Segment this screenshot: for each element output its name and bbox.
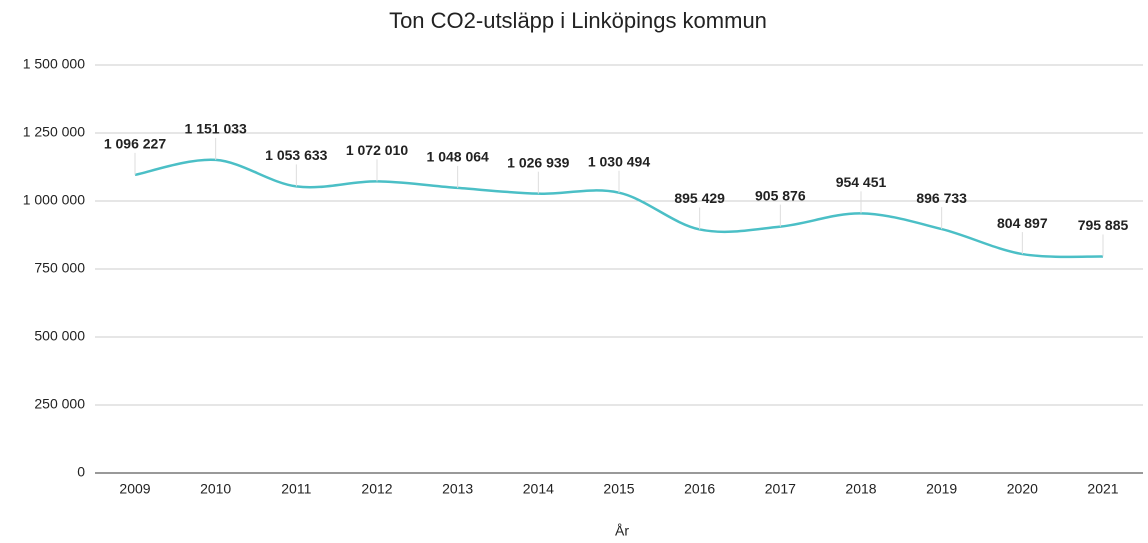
y-tick-label: 250 000 xyxy=(34,396,85,412)
data-label: 795 885 xyxy=(1078,217,1129,233)
y-tick-label: 0 xyxy=(77,464,85,480)
data-label: 1 026 939 xyxy=(507,154,569,170)
data-label: 954 451 xyxy=(836,174,887,190)
x-tick-label: 2021 xyxy=(1087,481,1118,497)
data-label: 905 876 xyxy=(755,187,806,203)
data-label: 1 151 033 xyxy=(185,121,247,137)
y-tick-label: 1 250 000 xyxy=(23,124,85,140)
x-tick-label: 2016 xyxy=(684,481,715,497)
y-tick-label: 1 000 000 xyxy=(23,192,85,208)
y-tick-label: 750 000 xyxy=(34,260,85,276)
x-tick-label: 2018 xyxy=(845,481,876,497)
x-tick-label: 2019 xyxy=(926,481,957,497)
data-label: 896 733 xyxy=(916,190,967,206)
data-label: 895 429 xyxy=(674,190,725,206)
y-tick-label: 1 500 000 xyxy=(23,56,85,72)
x-tick-label: 2010 xyxy=(200,481,231,497)
x-tick-label: 2017 xyxy=(765,481,796,497)
x-tick-label: 2014 xyxy=(523,481,554,497)
data-label: 1 048 064 xyxy=(427,149,489,165)
x-tick-label: 2020 xyxy=(1007,481,1038,497)
x-tick-label: 2009 xyxy=(119,481,150,497)
data-label: 1 096 227 xyxy=(104,136,166,152)
x-tick-label: 2012 xyxy=(361,481,392,497)
x-tick-label: 2015 xyxy=(603,481,634,497)
x-tick-label: 2013 xyxy=(442,481,473,497)
x-tick-label: 2011 xyxy=(281,481,311,497)
data-label: 1 053 633 xyxy=(265,147,327,163)
data-label: 1 030 494 xyxy=(588,153,650,169)
y-tick-label: 500 000 xyxy=(34,328,85,344)
data-label: 1 072 010 xyxy=(346,142,408,158)
data-label: 804 897 xyxy=(997,215,1048,231)
x-axis-label: År xyxy=(615,523,629,539)
chart-title: Ton CO2-utsläpp i Linköpings kommun xyxy=(389,8,767,33)
